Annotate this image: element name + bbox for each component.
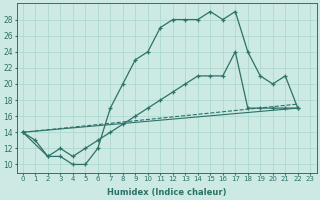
X-axis label: Humidex (Indice chaleur): Humidex (Indice chaleur) <box>107 188 226 197</box>
